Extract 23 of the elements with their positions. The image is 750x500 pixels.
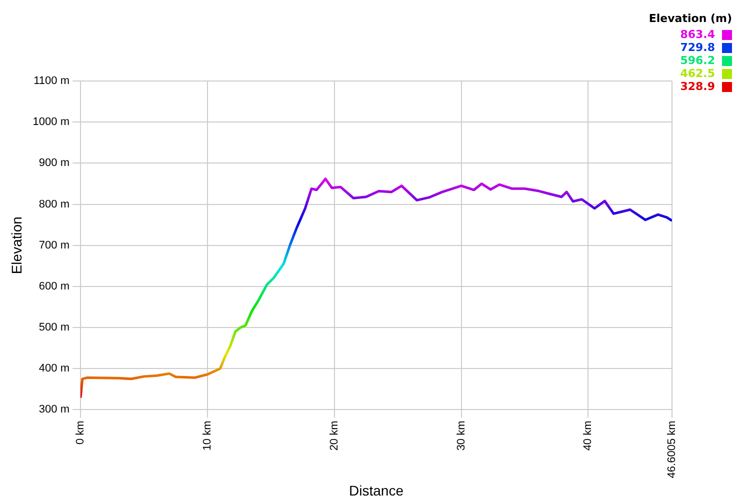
y-tick-label: 800 m [38, 198, 70, 210]
x-tick-label: 0 km [74, 420, 87, 445]
color-bar-label: 462.5 [680, 67, 715, 80]
color-bar-title: Elevation (m) [648, 12, 732, 25]
x-tick-label: 46.6005 km [666, 420, 678, 478]
color-bar-label: 863.4 [680, 28, 715, 41]
y-tick-label: 600 m [38, 280, 70, 292]
y-tick-label: 500 m [38, 322, 70, 334]
color-bar-label: 729.8 [680, 41, 715, 54]
y-tick-label: 1100 m [34, 75, 70, 88]
y-axis-title: Elevation [8, 216, 24, 274]
color-bar-label: 328.9 [680, 80, 715, 93]
y-tick-label: 400 m [38, 362, 70, 375]
y-tick-label: 700 m [38, 239, 70, 252]
y-tick-label: 300 m [38, 404, 70, 416]
x-tick-label: 20 km [328, 420, 340, 451]
y-tick-label: 900 m [38, 157, 70, 170]
x-tick-label: 40 km [582, 420, 594, 451]
x-tick-label: 10 km [201, 420, 214, 451]
color-bar-label: 596.2 [680, 54, 715, 67]
x-axis-title: Distance [349, 482, 404, 498]
y-tick-label: 1000 m [32, 116, 70, 128]
x-tick-label: 30 km [455, 420, 468, 451]
